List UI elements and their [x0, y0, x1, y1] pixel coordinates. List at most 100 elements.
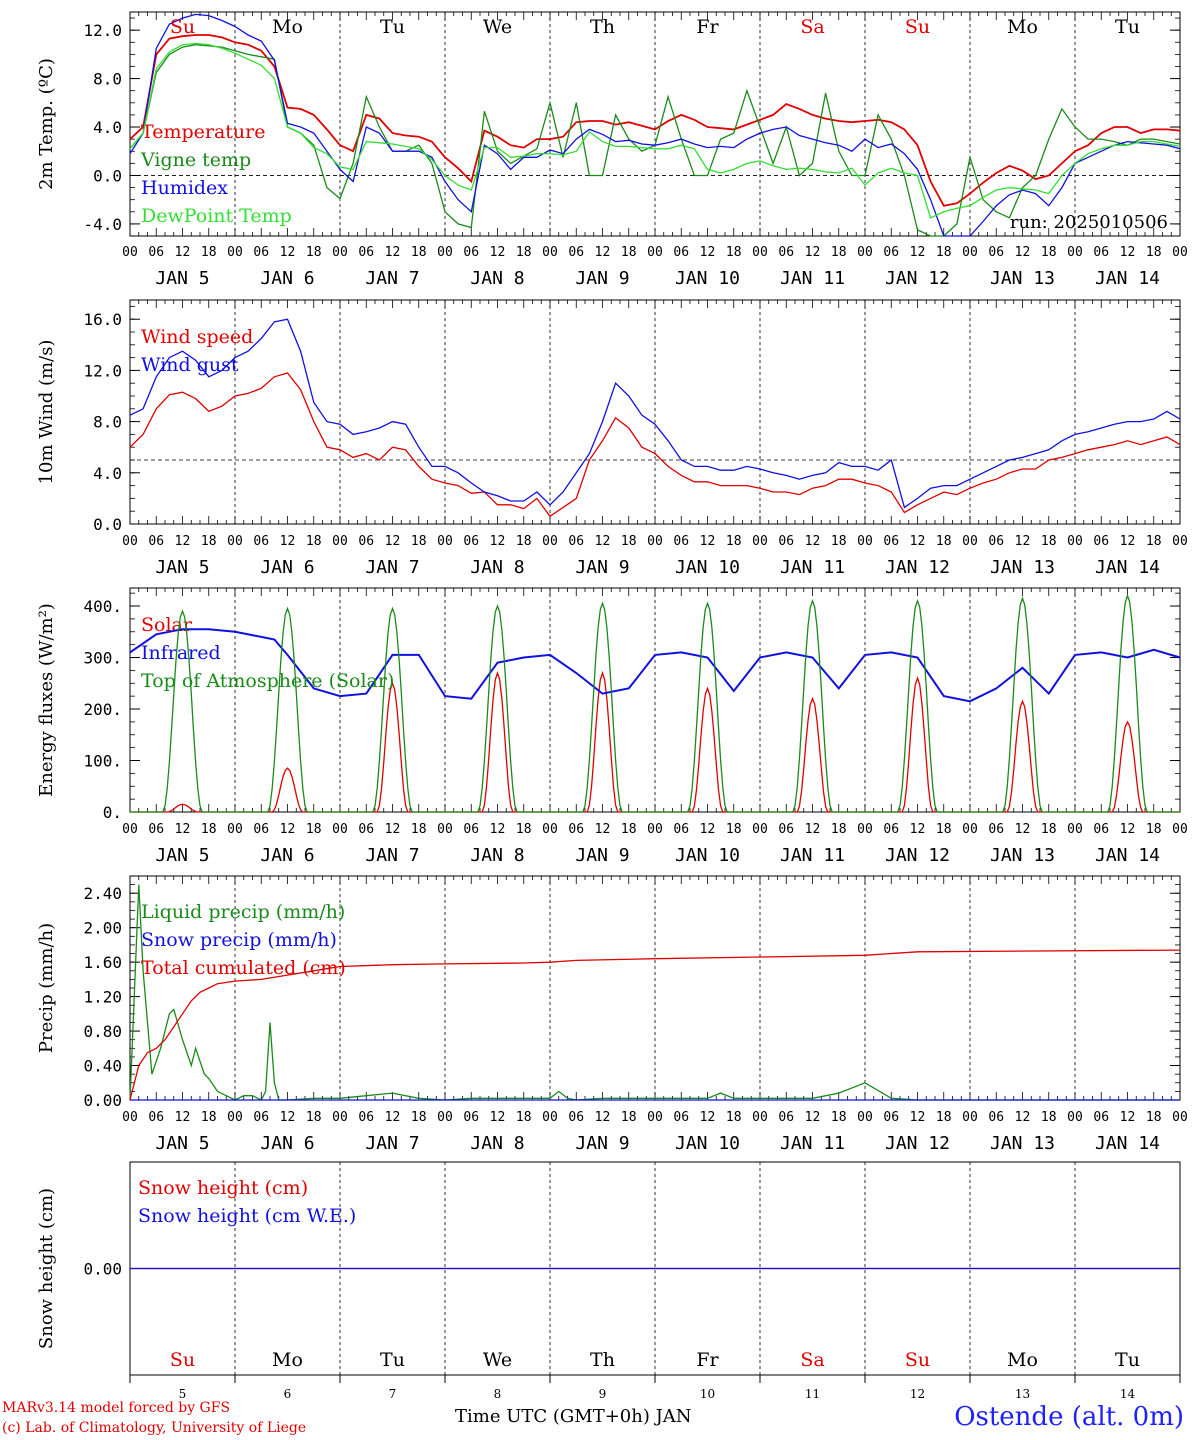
- date-label: JAN 10: [675, 268, 740, 289]
- hour-tick-label: 00: [332, 1110, 348, 1125]
- hour-tick-label: 00: [227, 822, 243, 837]
- legend-entry: Snow height (cm W.E.): [138, 1205, 356, 1227]
- hour-tick-label: 12: [175, 534, 191, 549]
- date-label: JAN 12: [885, 1133, 950, 1154]
- date-label: JAN 10: [675, 557, 740, 578]
- hour-tick-label: 18: [831, 1110, 847, 1125]
- hour-tick-label: 12: [490, 245, 506, 260]
- date-label: JAN 13: [990, 268, 1055, 289]
- date-label: JAN 6: [260, 557, 314, 578]
- credit-line-1: MARv3.14 model forced by GFS: [2, 1400, 231, 1416]
- hour-tick-label: 12: [1120, 245, 1136, 260]
- y-axis-label: Snow height (cm): [36, 1188, 57, 1349]
- date-label: JAN 14: [1095, 557, 1160, 578]
- hour-tick-label: 00: [1067, 245, 1083, 260]
- hour-tick-label: 06: [463, 822, 479, 837]
- hour-tick-label: 00: [1067, 534, 1083, 549]
- weekday-label: Mo: [1007, 1349, 1038, 1371]
- date-label: JAN 5: [155, 845, 209, 866]
- date-label: JAN 5: [155, 268, 209, 289]
- y-tick-label: 300.: [83, 649, 122, 668]
- y-tick-label: 0.0: [93, 515, 122, 534]
- hour-tick-label: 00: [437, 822, 453, 837]
- hour-tick-label: 18: [621, 245, 637, 260]
- weekday-label: Sa: [800, 1349, 824, 1371]
- hour-tick-label: 00: [857, 245, 873, 260]
- hour-tick-label: 00: [962, 534, 978, 549]
- date-label: JAN 13: [990, 1133, 1055, 1154]
- hour-tick-label: 12: [805, 245, 821, 260]
- date-label: JAN 5: [155, 557, 209, 578]
- y-tick-label: 0.: [103, 803, 122, 822]
- hour-tick-label: 06: [988, 1110, 1004, 1125]
- hour-tick-label: 18: [726, 245, 742, 260]
- hour-tick-label: 00: [857, 534, 873, 549]
- hour-tick-label: 00: [227, 245, 243, 260]
- legend-entry: Liquid precip (mm/h): [141, 901, 345, 923]
- time-axis-label: Time UTC (GMT+0h) JAN: [455, 1406, 692, 1427]
- date-label: JAN 14: [1095, 268, 1160, 289]
- day-number-label: 6: [284, 1387, 292, 1401]
- hour-tick-label: 06: [883, 822, 899, 837]
- date-label: JAN 8: [470, 557, 524, 578]
- hour-tick-label: 18: [936, 1110, 952, 1125]
- hour-tick-label: 06: [673, 534, 689, 549]
- hour-tick-label: 06: [463, 245, 479, 260]
- hour-tick-label: 12: [1120, 534, 1136, 549]
- hour-tick-label: 06: [778, 245, 794, 260]
- hour-tick-label: 12: [595, 534, 611, 549]
- hour-tick-label: 12: [700, 534, 716, 549]
- date-label: JAN 8: [470, 1133, 524, 1154]
- hour-tick-label: 12: [1120, 822, 1136, 837]
- series-line-dewpoint-temp: [129, 42, 1181, 219]
- weekday-label: Su: [170, 16, 195, 38]
- day-number-label: 12: [910, 1387, 925, 1401]
- date-label: JAN 5: [155, 1133, 209, 1154]
- hour-tick-label: 00: [122, 1110, 138, 1125]
- hour-tick-label: 12: [1015, 534, 1031, 549]
- hour-tick-label: 00: [227, 1110, 243, 1125]
- hour-tick-label: 06: [988, 534, 1004, 549]
- hour-tick-label: 06: [253, 822, 269, 837]
- day-number-label: 14: [1120, 1387, 1136, 1401]
- hour-tick-label: 12: [385, 245, 401, 260]
- legend-entry: DewPoint Temp: [141, 205, 292, 227]
- y-tick-label: 200.: [83, 700, 122, 719]
- hour-tick-label: 12: [700, 822, 716, 837]
- y-tick-label: 100.: [83, 752, 122, 771]
- date-label: JAN 14: [1095, 1133, 1160, 1154]
- day-number-label: 7: [389, 1387, 397, 1401]
- hour-tick-label: 12: [1015, 822, 1031, 837]
- hour-tick-label: 12: [910, 1110, 926, 1125]
- hour-tick-label: 06: [1093, 245, 1109, 260]
- hour-tick-label: 18: [411, 245, 427, 260]
- hour-tick-label: 06: [883, 534, 899, 549]
- y-axis-label: 2m Temp. (ºC): [36, 58, 57, 190]
- hour-tick-label: 06: [568, 822, 584, 837]
- hour-tick-label: 00: [752, 534, 768, 549]
- hour-tick-label: 06: [463, 534, 479, 549]
- y-tick-label: 1.60: [83, 953, 122, 972]
- hour-tick-label: 06: [1093, 822, 1109, 837]
- legend-entry: Snow height (cm): [138, 1177, 308, 1199]
- weekday-label: Tu: [380, 1349, 405, 1371]
- hour-tick-label: 06: [778, 822, 794, 837]
- weekday-label: We: [483, 1349, 512, 1371]
- hour-tick-label: 00: [647, 245, 663, 260]
- legend-entry: Snow precip (mm/h): [141, 929, 337, 951]
- hour-tick-label: 18: [1041, 822, 1057, 837]
- day-number-label: 10: [700, 1387, 715, 1401]
- y-tick-label: 0.40: [83, 1057, 122, 1076]
- date-label: JAN 11: [780, 845, 845, 866]
- hour-tick-label: 06: [1093, 534, 1109, 549]
- hour-tick-label: 00: [1172, 822, 1188, 837]
- hour-tick-label: 00: [437, 534, 453, 549]
- hour-tick-label: 00: [122, 245, 138, 260]
- date-label: JAN 9: [575, 1133, 629, 1154]
- weekday-label: Tu: [1115, 1349, 1140, 1371]
- y-tick-label: 400.: [83, 597, 122, 616]
- hour-tick-label: 12: [175, 1110, 191, 1125]
- legend-entry: Top of Atmosphere (Solar): [141, 670, 394, 692]
- hour-tick-label: 12: [910, 245, 926, 260]
